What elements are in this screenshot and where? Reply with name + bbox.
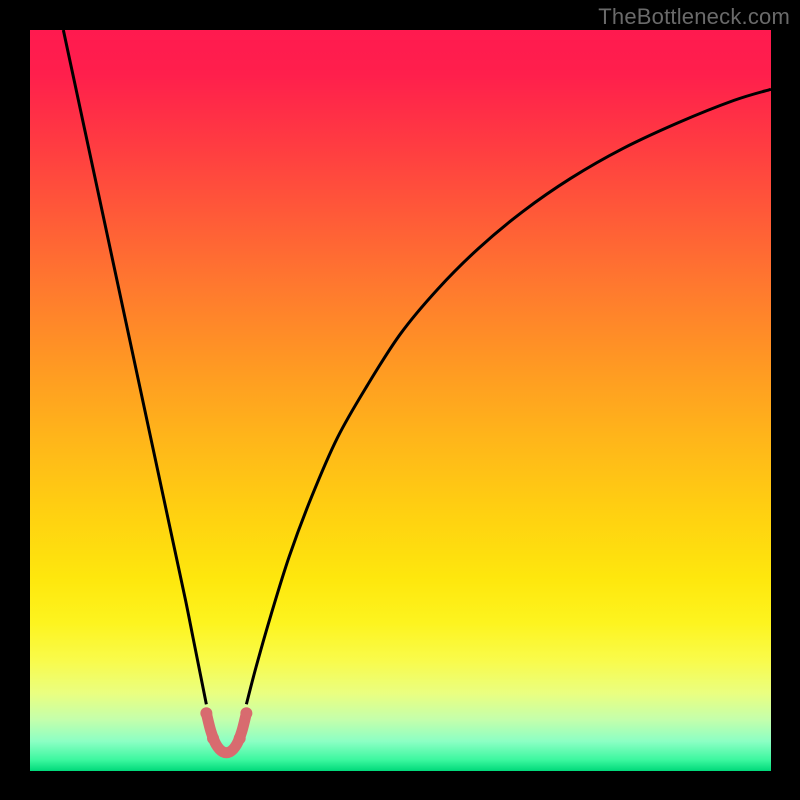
plot-area xyxy=(30,30,771,771)
watermark-text: TheBottleneck.com xyxy=(598,4,790,30)
right-curve xyxy=(246,89,771,704)
chart-container: TheBottleneck.com xyxy=(0,0,800,800)
curves-layer xyxy=(30,30,771,771)
left-curve xyxy=(63,30,206,704)
